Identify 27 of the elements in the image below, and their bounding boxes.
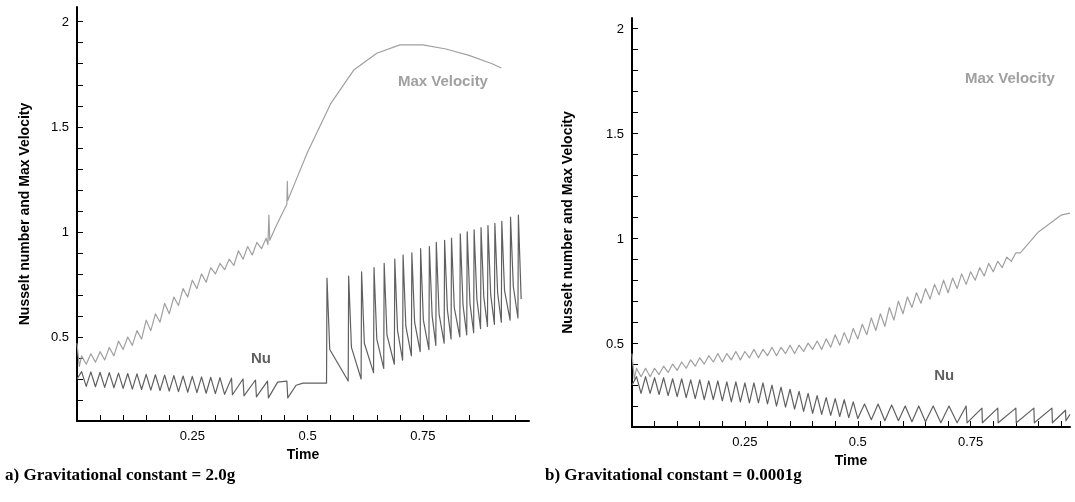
y-tick-label: 1 <box>616 230 624 246</box>
x-axis-title: Time <box>834 452 868 468</box>
y-tick-label: 1 <box>61 224 69 240</box>
series-label: Nu <box>934 365 955 383</box>
y-axis-title: Nusselt number and Max Velocity <box>16 102 32 326</box>
y-tick-label: 2 <box>61 14 69 30</box>
x-tick-label: 0.5 <box>298 428 317 443</box>
series-label: Nu <box>251 348 272 366</box>
x-tick-label: 0.75 <box>410 428 436 443</box>
x-axis-title: Time <box>286 446 320 462</box>
line-series <box>76 214 522 399</box>
y-tick-label: 1.5 <box>605 125 624 141</box>
x-tick-label: 0.5 <box>848 434 867 449</box>
x-tick-label: 0.25 <box>732 434 758 449</box>
text: b) Gravitational constant = 0.0001g <box>545 465 803 484</box>
x-tick-label: 0.75 <box>958 434 984 449</box>
line-series <box>76 44 502 367</box>
y-tick-label: 1.5 <box>50 119 69 135</box>
y-tick-label: 0.5 <box>50 329 69 345</box>
y-tick-label: 2 <box>616 20 624 36</box>
text: Max Velocity <box>964 69 1056 87</box>
line-series <box>631 212 1071 380</box>
text: a) Gravitational constant = 2.0g <box>5 465 236 484</box>
series-label: Max Velocity <box>397 71 489 89</box>
x-tick-label: 0.25 <box>179 428 205 443</box>
y-axis-title: Nusselt number and Max Velocity <box>559 111 575 334</box>
y-tick-label: 0.5 <box>605 335 624 351</box>
